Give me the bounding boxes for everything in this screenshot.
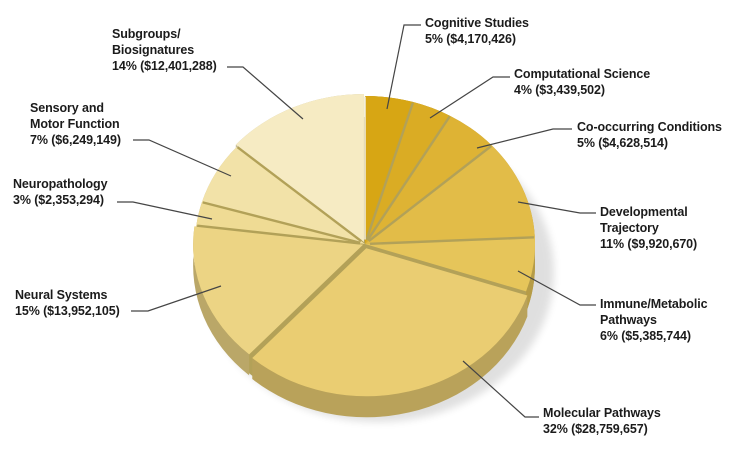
- leader-line-sensory-motor-function: [133, 139, 232, 177]
- leader-line-developmental-trajectory: [517, 201, 596, 214]
- pie-slice-neural-systems-side: [193, 226, 250, 376]
- pie-slice-neural-systems: [193, 226, 364, 355]
- leader-line-neural-systems: [131, 285, 222, 312]
- slice-separator: [236, 146, 362, 243]
- leader-line-molecular-pathways: [462, 360, 539, 418]
- pie-slice-co-occurring-conditions: [365, 115, 492, 244]
- leader-line-neuropathology: [117, 201, 213, 220]
- leader-line-immune-metabolic-pathways: [517, 270, 596, 306]
- pie-slice-separators: [197, 96, 535, 245]
- pie-slice-computational-science: [365, 102, 451, 244]
- slice-separator: [370, 236, 535, 245]
- pie-slice-subgroups-biosignatures: [235, 94, 364, 243]
- slice-separator: [368, 145, 492, 242]
- slice-separator: [197, 224, 361, 245]
- leader-line-cognitive-studies: [386, 24, 421, 110]
- leader-line-subgroups-biosignatures: [227, 66, 304, 120]
- slice-separator: [366, 115, 451, 241]
- leader-line-co-occurring-conditions: [476, 128, 572, 149]
- pie-slice-sensory-motor-function: [201, 146, 365, 244]
- pie-slice-molecular-pathways-side: [252, 295, 528, 418]
- pie-slice-immune-metabolic-pathways: [365, 237, 536, 292]
- pie-slice-developmental-trajectory: [365, 145, 535, 244]
- leader-line-computational-science: [429, 76, 510, 119]
- pie-slice-molecular-pathways: [252, 248, 528, 397]
- pie-slice-immune-metabolic-pathways-side: [526, 237, 536, 313]
- slice-separator: [202, 201, 361, 244]
- slice-separator: [365, 102, 415, 241]
- leader-lines: [117, 24, 596, 418]
